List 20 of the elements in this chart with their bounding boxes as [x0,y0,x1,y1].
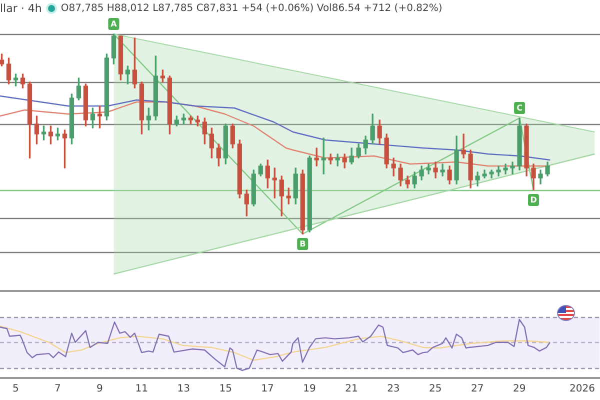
chart-subtitle: O87,785 H88,012 L87,785 C87,831 +54 (+0.06%) Vol86.54 +712 (+0.82%) [60,3,442,14]
x-tick-label: 23 [387,384,400,395]
x-tick-label: 13 [177,384,190,395]
x-tick-label: 25 [429,384,442,395]
annotation: D [530,196,538,205]
annotation: C [516,104,523,113]
annotation: B [300,240,306,249]
x-tick-label: 19 [303,384,316,395]
x-tick-label: 11 [135,384,148,395]
chart-title: llar · 4h [0,2,42,15]
x-tick-label: 2026 [570,384,595,395]
x-tick-label: 7 [54,384,61,395]
annotation: A [110,20,118,29]
x-tick-label: 9 [96,384,103,395]
x-tick-label: 17 [261,384,274,395]
x-tick-label: 27 [470,384,484,395]
x-tick-label: 15 [219,384,232,395]
x-tick-label: 5 [12,384,19,395]
x-tick-label: 29 [512,384,526,395]
x-tick-label: 21 [345,384,358,395]
